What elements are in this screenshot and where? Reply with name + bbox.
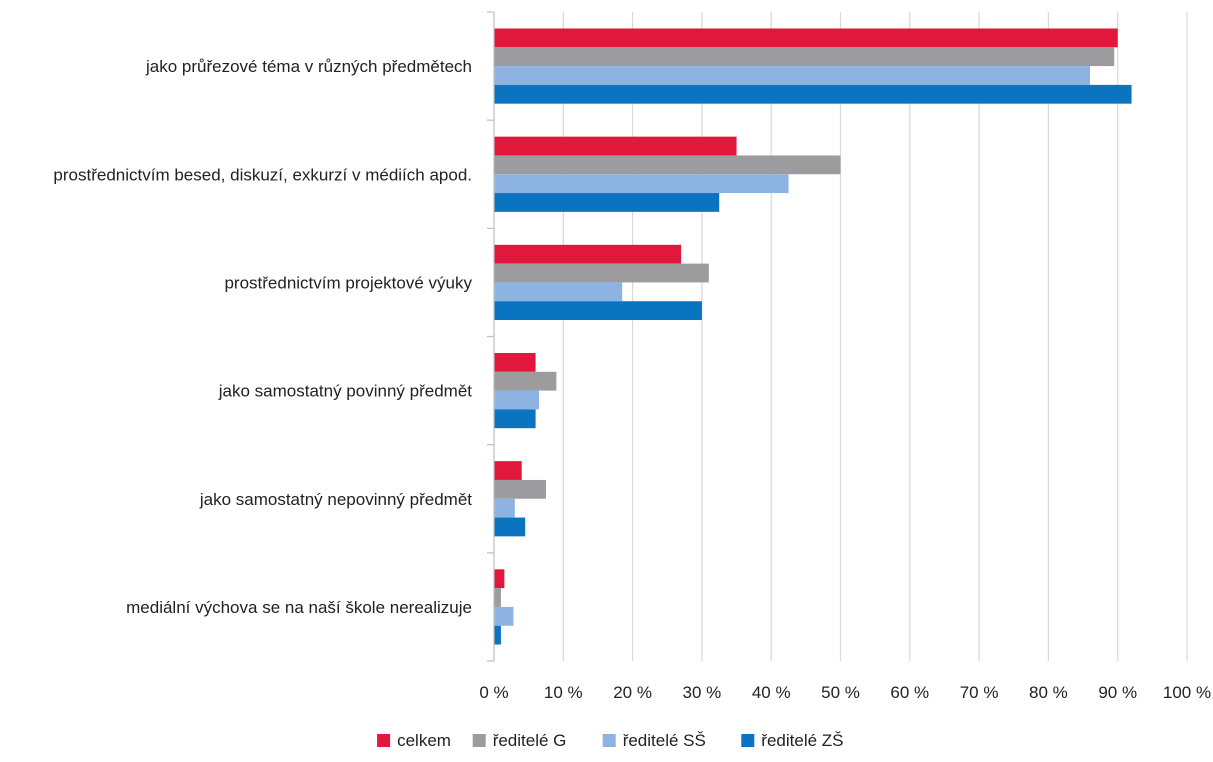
legend-swatch xyxy=(377,734,391,747)
x-tick-label: 60 % xyxy=(890,683,929,702)
x-tick-label: 100 % xyxy=(1163,683,1211,702)
bar xyxy=(494,625,501,645)
x-tick-label: 70 % xyxy=(960,683,999,702)
x-tick-label: 0 % xyxy=(479,683,508,702)
gridlines xyxy=(562,12,1188,661)
x-tick-label: 90 % xyxy=(1098,683,1137,702)
category-label: prostřednictvím projektové výuky xyxy=(224,273,472,292)
bar xyxy=(494,569,505,589)
bar xyxy=(494,479,546,499)
bar xyxy=(494,606,514,626)
bar xyxy=(494,371,557,391)
legend-swatch xyxy=(741,734,755,747)
category-label: prostřednictvím besed, diskuzí, exkurzí … xyxy=(53,165,472,184)
bar xyxy=(494,461,522,480)
bar xyxy=(494,244,682,264)
legend-swatch xyxy=(472,734,486,747)
bar xyxy=(494,174,789,194)
category-label: jako samostatný povinný předmět xyxy=(218,382,473,401)
category-label: mediální výchova se na naší škole nereal… xyxy=(126,598,472,617)
y-axis xyxy=(487,11,495,662)
bar xyxy=(494,352,536,372)
bar xyxy=(494,66,1090,85)
bar xyxy=(494,155,841,175)
x-tick-label: 10 % xyxy=(544,683,583,702)
x-tick-label: 20 % xyxy=(613,683,652,702)
legend-label: ředitelé SŠ xyxy=(623,731,706,750)
legend: celkem ředitelé G ředitelé SŠ ředitelé ZŠ xyxy=(377,731,844,750)
category-labels: jako průřezové téma v různých předmětech… xyxy=(53,57,472,617)
x-tick-label: 40 % xyxy=(752,683,791,702)
bar xyxy=(494,498,515,518)
legend-label: ředitelé G xyxy=(493,731,567,750)
legend-swatch xyxy=(602,734,616,747)
bar xyxy=(494,136,737,156)
bar xyxy=(494,282,623,302)
bar xyxy=(494,390,540,410)
bar xyxy=(494,301,702,321)
legend-label: ředitelé ZŠ xyxy=(761,731,843,750)
bar xyxy=(494,588,501,607)
bar xyxy=(494,409,536,429)
bars xyxy=(494,28,1132,645)
bar xyxy=(494,47,1115,67)
x-tick-label: 30 % xyxy=(683,683,722,702)
category-label: jako samostatný nepovinný předmět xyxy=(199,490,472,509)
bar xyxy=(494,263,709,283)
x-tick-label: 80 % xyxy=(1029,683,1068,702)
bar xyxy=(494,193,720,212)
bar xyxy=(494,28,1118,48)
bar xyxy=(494,517,526,537)
legend-label: celkem xyxy=(397,731,451,750)
x-tick-label: 50 % xyxy=(821,683,860,702)
x-tick-labels: 0 % 10 % 20 % 30 % 40 % 50 % 60 % 70 % 80 % 90 % 1… xyxy=(479,683,1211,702)
bar xyxy=(494,84,1132,104)
category-label: jako průřezové téma v různých předmětech xyxy=(145,57,472,76)
